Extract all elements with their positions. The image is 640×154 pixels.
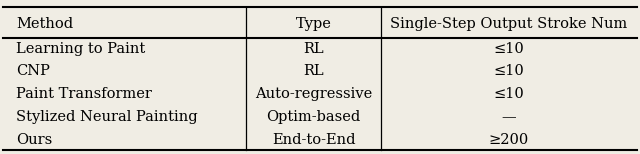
- Text: Ours: Ours: [16, 133, 52, 147]
- Text: —: —: [502, 110, 516, 124]
- Text: RL: RL: [303, 64, 324, 78]
- Text: Optim-based: Optim-based: [266, 110, 361, 124]
- Text: Paint Transformer: Paint Transformer: [16, 87, 152, 101]
- Text: Stylized Neural Painting: Stylized Neural Painting: [16, 110, 198, 124]
- Text: RL: RL: [303, 42, 324, 55]
- Text: Method: Method: [16, 17, 73, 31]
- Text: End-to-End: End-to-End: [272, 133, 355, 147]
- Text: Single-Step Output Stroke Num: Single-Step Output Stroke Num: [390, 17, 627, 31]
- Text: Type: Type: [296, 17, 332, 31]
- Text: ≥200: ≥200: [489, 133, 529, 147]
- Text: ≤10: ≤10: [493, 42, 524, 55]
- Text: Auto-regressive: Auto-regressive: [255, 87, 372, 101]
- Text: ≤10: ≤10: [493, 87, 524, 101]
- Text: CNP: CNP: [16, 64, 50, 78]
- Text: Learning to Paint: Learning to Paint: [16, 42, 145, 55]
- Text: ≤10: ≤10: [493, 64, 524, 78]
